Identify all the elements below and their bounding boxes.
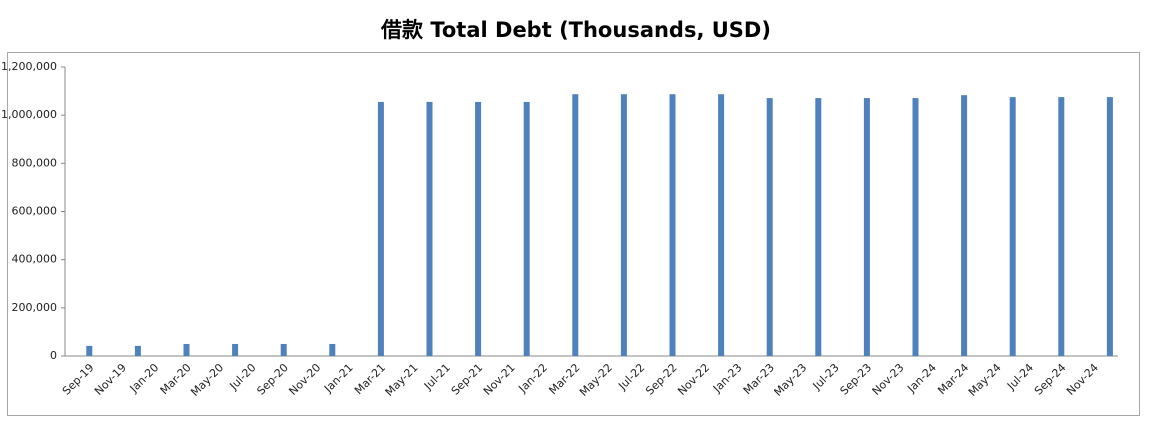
bar (280, 343, 287, 356)
y-tick-label: 0 (50, 349, 57, 362)
bar (912, 98, 919, 356)
bar (426, 101, 433, 356)
bar (961, 95, 968, 357)
bar (134, 345, 141, 356)
bar (620, 94, 627, 356)
bar (863, 98, 870, 356)
bar (86, 345, 93, 356)
bar (523, 101, 530, 356)
bar (815, 98, 822, 356)
y-tick-label: 1,200,000 (1, 60, 57, 73)
bar (766, 98, 773, 356)
chart-title: 借款 Total Debt (Thousands, USD) (380, 18, 771, 42)
bar (1106, 97, 1113, 357)
y-tick-label: 200,000 (12, 301, 58, 314)
bar (377, 101, 384, 356)
bar (232, 343, 239, 356)
bar (718, 94, 725, 356)
bar (572, 94, 579, 356)
bar (1009, 97, 1016, 357)
bar (669, 94, 676, 356)
bar (475, 101, 482, 356)
bar (1058, 97, 1065, 357)
bar (329, 343, 336, 356)
y-tick-label: 600,000 (12, 205, 58, 218)
y-tick-label: 1,000,000 (1, 108, 57, 121)
y-tick-label: 800,000 (12, 156, 58, 169)
y-tick-label: 400,000 (12, 253, 58, 266)
bar (183, 343, 190, 356)
